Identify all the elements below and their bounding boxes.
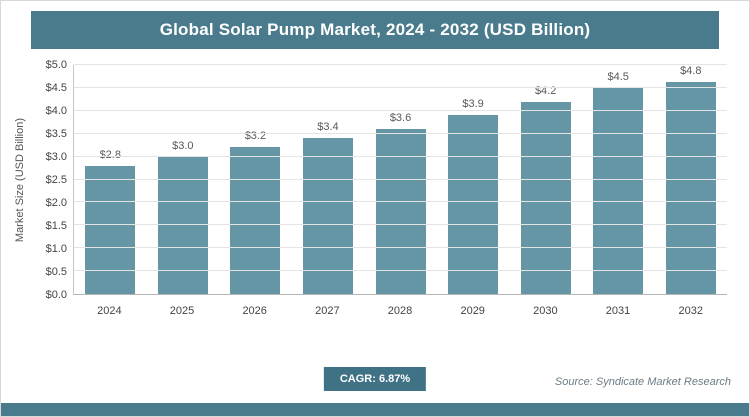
bar-column-2031: $4.5 — [582, 65, 655, 294]
bar-2024 — [85, 165, 136, 294]
bar-column-2030: $4.2 — [509, 65, 582, 294]
bar-value-label: $3.6 — [389, 112, 412, 125]
bar-value-label: $3.9 — [462, 98, 484, 111]
bar-2031 — [593, 87, 644, 294]
cagr-badge: CAGR: 6.87% — [323, 367, 427, 391]
x-tick-label: 2032 — [678, 305, 703, 317]
x-tick-label: 2026 — [242, 305, 267, 317]
bar-column-2025: $3.0 — [147, 65, 220, 294]
chart-title-banner: Global Solar Pump Market, 2024 - 2032 (U… — [31, 11, 719, 49]
bar-2030 — [520, 101, 571, 294]
bar-column-2027: $3.4 — [292, 65, 365, 294]
bar-value-label: $4.8 — [680, 65, 702, 77]
gridline — [74, 178, 727, 180]
bar-2029 — [448, 115, 499, 294]
y-tick-label: $4.0 — [45, 105, 67, 117]
y-axis-label: Market Size (USD Billion) — [14, 117, 26, 243]
bottom-accent-strip — [1, 403, 749, 416]
x-tick-label: 2024 — [97, 305, 122, 317]
bars-row: $2.8 $3.0 $3.2 $3.4 $3.6 $3.9 $4.2 $4.5 $4.8 — [74, 65, 727, 294]
bar-value-label: $3.4 — [317, 121, 339, 134]
y-tick-label: $2.0 — [45, 197, 67, 209]
y-axis-ticks: $0.0 $0.5 $1.0 $1.5 $2.0 $2.5 $3.0 $3.5 $4.0 $4.5… — [29, 59, 73, 301]
bar-column-2032: $4.8 — [655, 65, 728, 294]
bar-column-2026: $3.2 — [219, 65, 292, 294]
bar-2027 — [302, 138, 353, 294]
y-tick-label: $0.0 — [45, 289, 67, 301]
bar-2026 — [230, 147, 281, 294]
bar-chart: Market Size (USD Billion) $0.0 $0.5 $1.0 $1… — [11, 59, 727, 321]
y-axis-label-cell: Market Size (USD Billion) — [11, 65, 29, 295]
gridline — [74, 109, 727, 111]
gridline — [74, 270, 727, 272]
gridline — [74, 224, 727, 226]
gridline — [74, 64, 727, 65]
x-axis-ticks: 2024 2025 2026 2027 2028 2029 2030 2031 2032 — [73, 295, 727, 321]
bar-column-2024: $2.8 — [74, 65, 147, 294]
y-tick-label: $3.0 — [45, 151, 67, 163]
gridline — [74, 155, 727, 157]
bar-2032 — [665, 82, 716, 294]
x-tick-label: 2027 — [315, 305, 340, 317]
source-attribution: Source: Syndicate Market Research — [554, 376, 731, 388]
x-tick-label: 2030 — [533, 305, 558, 317]
y-tick-label: $3.5 — [45, 128, 67, 140]
gridline — [74, 86, 727, 88]
bar-value-label: $2.8 — [100, 149, 121, 161]
y-tick-label: $2.5 — [45, 174, 67, 186]
gridline — [74, 132, 727, 134]
x-tick-label: 2025 — [169, 305, 195, 317]
bar-value-label: $4.5 — [607, 70, 629, 83]
gridline — [74, 201, 727, 203]
plot-area: $2.8 $3.0 $3.2 $3.4 $3.6 $3.9 $4.2 $4.5 $4.8 — [73, 64, 727, 295]
y-tick-label: $0.5 — [45, 266, 67, 278]
bar-value-label: $3.0 — [172, 139, 194, 152]
x-tick-label: 2029 — [460, 305, 485, 317]
gridline — [74, 247, 727, 249]
x-tick-label: 2028 — [387, 305, 413, 317]
y-tick-label: $1.0 — [45, 243, 67, 255]
bar-column-2028: $3.6 — [364, 65, 437, 294]
bar-column-2029: $3.9 — [437, 65, 510, 294]
y-tick-label: $5.0 — [45, 59, 67, 71]
chart-title: Global Solar Pump Market, 2024 - 2032 (U… — [159, 20, 591, 39]
y-tick-label: $1.5 — [45, 220, 67, 232]
y-tick-label: $4.5 — [45, 82, 67, 94]
x-tick-label: 2031 — [605, 305, 631, 317]
